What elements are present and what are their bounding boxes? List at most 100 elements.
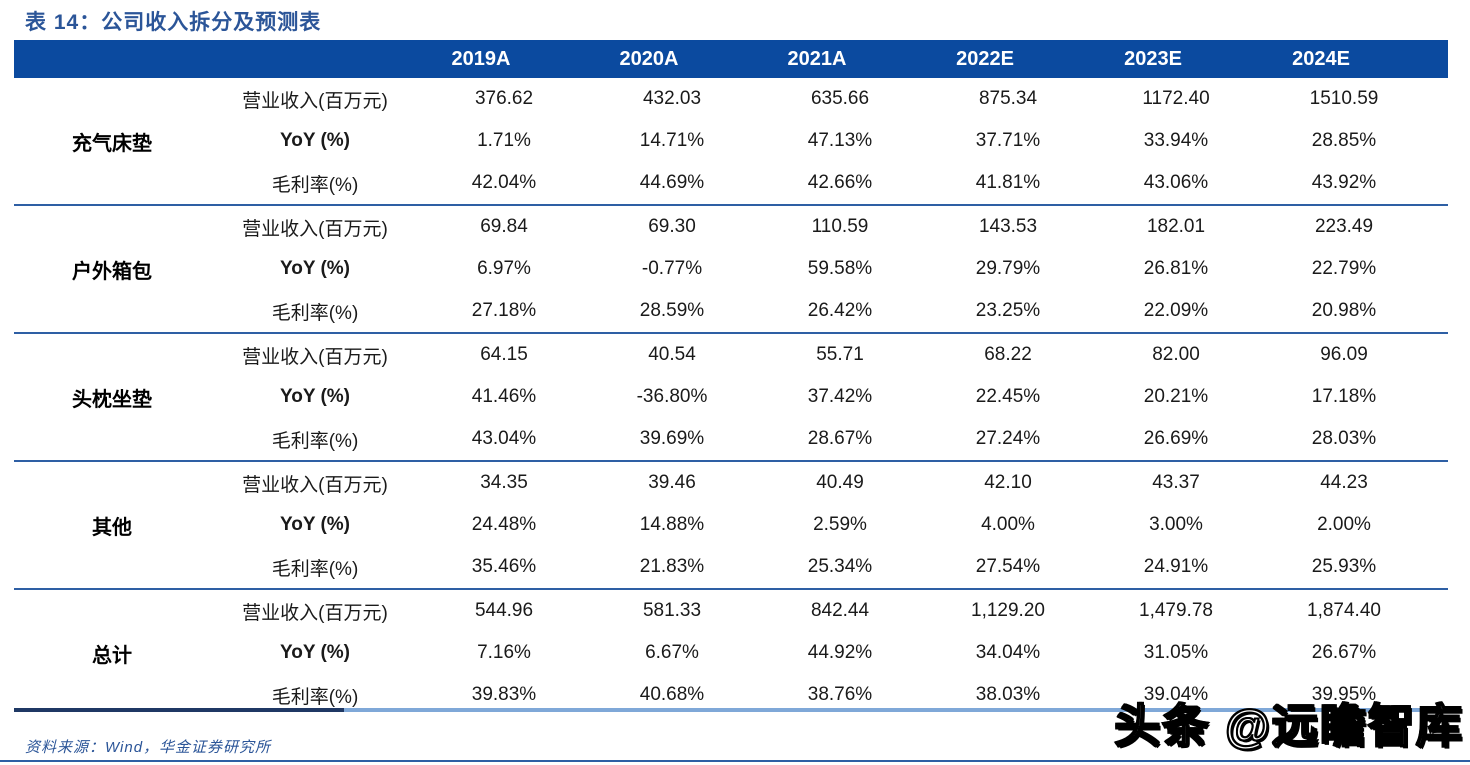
value-cell: 28.67%	[756, 418, 924, 462]
value-cell: 24.91%	[1092, 546, 1260, 590]
source-note: 资料来源：Wind，华金证券研究所	[25, 739, 272, 756]
value-cell: 875.34	[978, 88, 1038, 109]
value-cell: 432.03	[642, 88, 702, 109]
metric-label: YoY (%)	[279, 642, 351, 663]
value-cell: 38.76%	[807, 684, 873, 705]
table-row: 毛利率(%) 43.04% 39.69% 28.67% 27.24% 26.69% 28.0…	[14, 418, 1448, 462]
value-cell: 42.66%	[756, 162, 924, 206]
value-cell: -0.77%	[641, 258, 703, 279]
value-cell: 43.06%	[1092, 162, 1260, 206]
metric-label: 营业收入(百万元)	[242, 90, 388, 112]
value-cell: 23.25%	[924, 290, 1092, 334]
value-cell: 40.49	[816, 472, 864, 493]
corner-cell-group	[14, 40, 210, 78]
value-cell: 182.01	[1146, 216, 1206, 237]
value-cell: 635.66	[810, 88, 870, 109]
row-spacer-cell	[1428, 376, 1448, 418]
value-cell: 6.67%	[645, 642, 699, 663]
group-label: 头枕坐垫	[14, 333, 210, 462]
value-cell: 1.71%	[477, 130, 531, 151]
value-cell: 27.24%	[924, 418, 1092, 462]
value-cell: -36.80%	[636, 386, 708, 407]
row-spacer-cell	[1428, 461, 1448, 504]
value-cell: 42.10	[984, 472, 1032, 493]
metric-label: YoY (%)	[279, 130, 351, 151]
value-cell: 33.94%	[1143, 130, 1209, 151]
table-row: 毛利率(%) 35.46% 21.83% 25.34% 27.54% 24.91% 25.9…	[14, 546, 1448, 590]
value-cell: 25.93%	[1260, 546, 1428, 590]
value-cell: 38.03%	[975, 684, 1041, 705]
col-header-2020A: 2020A	[588, 40, 756, 78]
value-cell: 27.54%	[924, 546, 1092, 590]
table-row: 毛利率(%) 42.04% 44.69% 42.66% 41.81% 43.06% 43.9…	[14, 162, 1448, 206]
value-cell: 40.68%	[639, 684, 705, 705]
value-cell: 143.53	[978, 216, 1038, 237]
value-cell: 41.46%	[471, 386, 537, 407]
metric-label: 毛利率(%)	[210, 290, 420, 334]
value-cell: 110.59	[811, 216, 869, 237]
value-cell: 41.81%	[924, 162, 1092, 206]
value-cell: 37.42%	[807, 386, 873, 407]
value-cell: 69.30	[648, 216, 696, 237]
value-cell: 22.09%	[1092, 290, 1260, 334]
col-header-2023E: 2023E	[1092, 40, 1260, 78]
value-cell: 22.45%	[975, 386, 1041, 407]
table-row: YoY (%) 7.16% 6.67% 44.92% 34.04% 31.05% 26.67…	[14, 632, 1448, 674]
value-cell: 39.69%	[588, 418, 756, 462]
value-cell: 7.16%	[477, 642, 531, 663]
value-cell: 4.00%	[981, 514, 1035, 535]
value-cell: 35.46%	[420, 546, 588, 590]
value-cell: 43.04%	[420, 418, 588, 462]
row-spacer-cell	[1428, 205, 1448, 248]
value-cell: 39.83%	[471, 684, 537, 705]
metric-label: 营业收入(百万元)	[242, 346, 388, 368]
value-cell: 27.18%	[420, 290, 588, 334]
value-cell: 1172.40	[1142, 88, 1210, 109]
value-cell: 20.21%	[1143, 386, 1209, 407]
col-header-2021A: 2021A	[756, 40, 924, 78]
value-cell: 28.85%	[1311, 130, 1377, 151]
page-bottom-rule	[0, 760, 1470, 762]
value-cell: 223.49	[1314, 216, 1374, 237]
table-row: YoY (%) 41.46% -36.80% 37.42% 22.45% 20.21% 17…	[14, 376, 1448, 418]
header-spacer-cell	[1428, 40, 1448, 78]
value-cell: 28.59%	[588, 290, 756, 334]
row-spacer-cell	[1428, 504, 1448, 546]
metric-label: YoY (%)	[279, 258, 351, 279]
metric-label: 营业收入(百万元)	[242, 218, 388, 240]
value-cell: 581.33	[642, 600, 702, 621]
value-cell: 39.04%	[1143, 684, 1209, 705]
table-row: YoY (%) 24.48% 14.88% 2.59% 4.00% 3.00% 2.00%	[14, 504, 1448, 546]
value-cell: 376.62	[474, 88, 534, 109]
metric-label: 毛利率(%)	[210, 418, 420, 462]
value-cell: 40.54	[648, 344, 696, 365]
table-row: YoY (%) 6.97% -0.77% 59.58% 29.79% 26.81% 22.7…	[14, 248, 1448, 290]
value-cell: 17.18%	[1311, 386, 1377, 407]
value-cell: 69.84	[480, 216, 528, 237]
value-cell: 2.59%	[813, 514, 867, 535]
watermark-text: 头条 @远瞻智库	[1113, 699, 1464, 753]
corner-cell-metric	[210, 40, 420, 78]
value-cell: 14.71%	[639, 130, 705, 151]
metric-label: 毛利率(%)	[210, 162, 420, 206]
table-row: YoY (%) 1.71% 14.71% 47.13% 37.71% 33.94% 28.8…	[14, 120, 1448, 162]
value-cell: 26.42%	[756, 290, 924, 334]
value-cell: 1510.59	[1309, 88, 1379, 109]
col-header-2022E: 2022E	[924, 40, 1092, 78]
value-cell: 14.88%	[639, 514, 705, 535]
value-cell: 22.79%	[1311, 258, 1377, 279]
value-cell: 37.71%	[975, 130, 1041, 151]
value-cell: 28.03%	[1260, 418, 1428, 462]
value-cell: 59.58%	[807, 258, 873, 279]
row-spacer-cell	[1428, 333, 1448, 376]
value-cell: 44.92%	[807, 642, 873, 663]
value-cell: 1,479.78	[1139, 600, 1213, 621]
value-cell: 26.69%	[1092, 418, 1260, 462]
value-cell: 2.00%	[1317, 514, 1371, 535]
group-label: 总计	[92, 644, 132, 667]
col-header-2019A: 2019A	[420, 40, 588, 78]
table-row: 毛利率(%) 39.83% 40.68% 38.76% 38.03% 39.04% 39.9…	[14, 674, 1448, 716]
metric-label: 营业收入(百万元)	[242, 474, 388, 496]
value-cell: 44.69%	[588, 162, 756, 206]
value-cell: 1,129.20	[971, 600, 1045, 621]
